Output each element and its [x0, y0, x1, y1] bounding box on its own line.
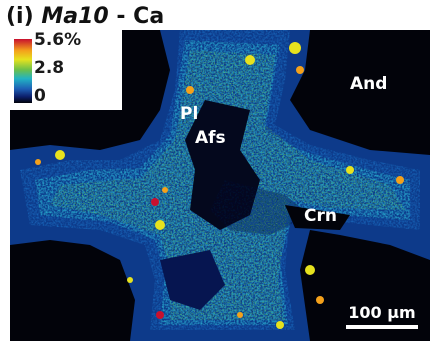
scale-max-label: 5.6%: [34, 30, 82, 50]
scale-bar: 100 μm: [346, 303, 418, 329]
ca-distribution-map: [10, 30, 430, 341]
mineral-label-crn: Crn: [304, 206, 337, 226]
dark-pore-regions: [160, 100, 350, 310]
mineral-label-pl: Pl: [180, 104, 199, 124]
title-separator: -: [116, 4, 126, 29]
scale-mid-label: 2.8: [34, 58, 65, 78]
high-ca-spots: [35, 42, 404, 329]
mineral-label-afs: Afs: [195, 128, 226, 148]
sample-name: Ma10: [41, 4, 109, 29]
color-scale-legend: 5.6% 2.8 0: [10, 30, 122, 110]
mineral-label-and: And: [350, 74, 388, 94]
color-gradient-bar: [14, 39, 32, 103]
panel-label: (i): [6, 4, 34, 29]
element-map-image: 5.6% 2.8 0 Pl Afs And Crn 100 μm: [10, 30, 430, 341]
scale-bar-line: [346, 325, 418, 329]
element-name: Ca: [133, 4, 165, 29]
panel-title: (i) Ma10 - Ca: [6, 4, 164, 29]
scale-bar-label: 100 μm: [348, 303, 416, 322]
scale-min-label: 0: [34, 86, 46, 106]
